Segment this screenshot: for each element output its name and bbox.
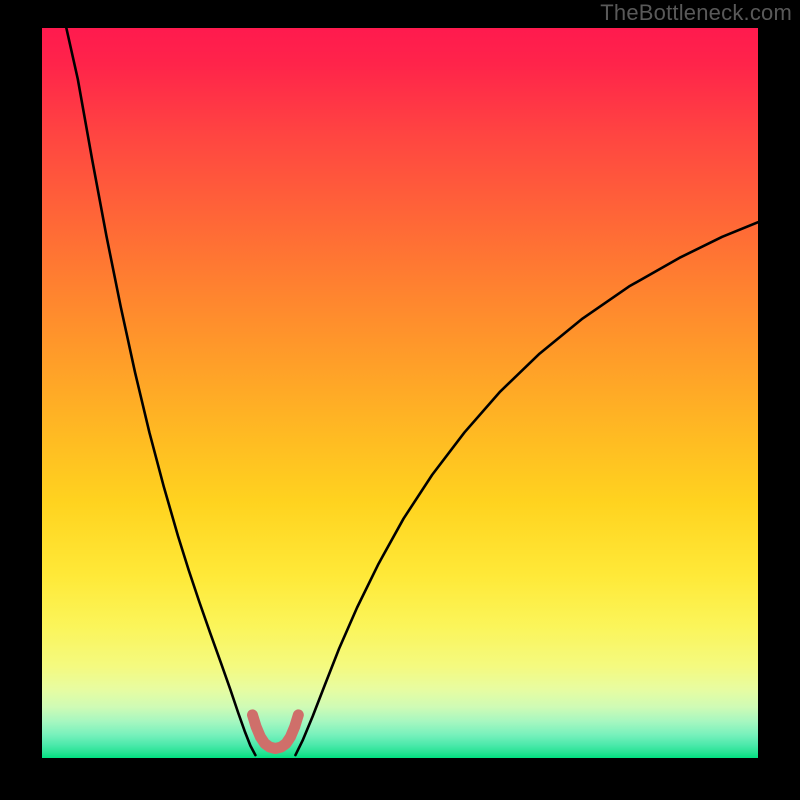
optimal-region-overlay xyxy=(42,28,758,758)
plot-area xyxy=(42,28,758,758)
watermark-text: TheBottleneck.com xyxy=(600,0,792,26)
optimal-region-path xyxy=(253,715,299,749)
